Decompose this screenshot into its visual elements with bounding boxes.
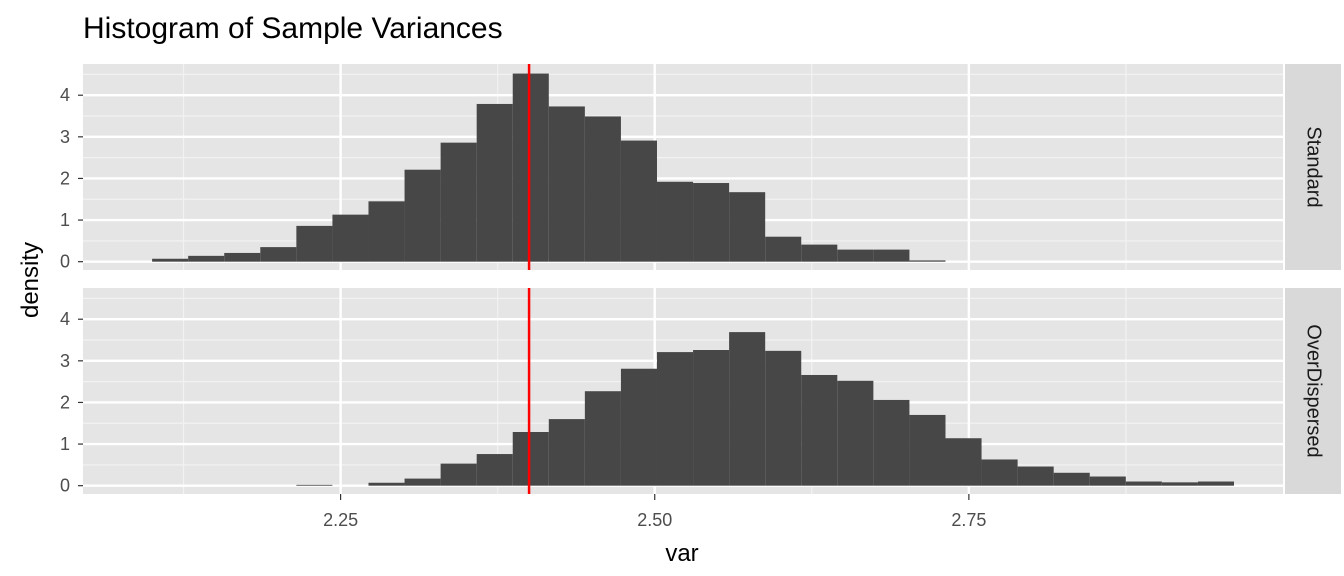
y-tick-label: 1 [60, 434, 70, 454]
histogram-bar [765, 350, 802, 486]
histogram-bar [152, 258, 189, 262]
histogram-bar [296, 484, 333, 486]
facet-strip-label: Standard [1303, 126, 1325, 207]
histogram-bar [404, 169, 441, 262]
histogram-bar [476, 103, 513, 262]
y-tick-label: 1 [60, 210, 70, 230]
histogram-bar [945, 438, 982, 486]
facet-panel-0: 0 1 2 3 4 Standard [60, 64, 1341, 272]
y-tick-label: 3 [60, 127, 70, 147]
histogram-bar [873, 399, 910, 486]
histogram-bar [404, 478, 441, 486]
histogram-bar [368, 482, 405, 486]
histogram-bar [224, 252, 261, 262]
histogram-bar [620, 368, 657, 486]
histogram-bar [440, 463, 477, 486]
histogram-bar [873, 249, 910, 262]
histogram-bar [584, 391, 621, 486]
chart-title: Histogram of Sample Variances [83, 12, 503, 45]
y-axis-title: density [17, 242, 44, 318]
histogram-bar [1053, 472, 1090, 486]
histogram-bar [296, 225, 333, 262]
histogram-bar [332, 214, 369, 262]
histogram-bar [656, 352, 694, 486]
histogram-bar [440, 142, 477, 262]
histogram-bar [693, 183, 730, 262]
y-tick-label: 0 [60, 476, 70, 496]
histogram-bar [368, 201, 405, 262]
histogram-bar [909, 260, 946, 262]
histogram-bar [260, 247, 297, 262]
histogram-bar [1197, 481, 1234, 486]
y-tick-label: 3 [60, 351, 70, 371]
x-tick-label: 2.75 [951, 510, 986, 530]
x-tick-label: 2.50 [637, 510, 672, 530]
histogram-bar [909, 414, 946, 486]
histogram-bar [765, 236, 802, 262]
histogram-bar [1161, 482, 1198, 486]
histogram-bar [693, 350, 730, 486]
histogram-bar [548, 106, 585, 262]
y-tick-label: 0 [60, 252, 70, 272]
x-tick-label: 2.25 [323, 510, 358, 530]
histogram-bar [656, 181, 694, 262]
histogram-bar [548, 419, 585, 486]
histogram-bar [801, 244, 838, 262]
histogram-bar [1017, 466, 1054, 486]
histogram-bar [476, 454, 513, 486]
y-tick-label: 2 [60, 168, 70, 188]
histogram-bar [1125, 481, 1162, 486]
facet-strip [1285, 64, 1341, 270]
histogram-bar [837, 249, 874, 262]
y-tick-label: 4 [60, 309, 70, 329]
facet-strip-label: OverDispersed [1303, 324, 1325, 457]
histogram-bar [981, 459, 1018, 486]
facet-strip [1285, 288, 1341, 494]
x-axis-title: var [665, 540, 698, 567]
histogram-bar [584, 116, 621, 262]
facet-panels: 0 1 2 3 4 Standard 0 1 2 3 4 OverDispersed [60, 64, 1341, 496]
histogram-bar [729, 332, 766, 486]
facet-panel-1: 0 1 2 3 4 OverDispersed [60, 288, 1341, 496]
histogram-bar [729, 192, 766, 262]
histogram-bar [512, 73, 549, 262]
histogram-bar [801, 374, 838, 486]
histogram-bar [512, 431, 549, 486]
histogram-bar [837, 380, 874, 486]
histogram-bar [620, 140, 657, 262]
histogram-bar [188, 255, 225, 262]
x-axis: 2.25 2.50 2.75 [323, 494, 986, 530]
y-tick-label: 4 [60, 85, 70, 105]
histogram-bar [1089, 476, 1126, 486]
y-tick-label: 2 [60, 392, 70, 412]
